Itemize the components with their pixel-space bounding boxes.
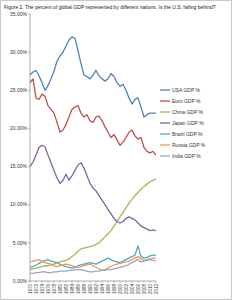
x-tick-label: 1992 — [94, 284, 99, 295]
x-tick-label: 2010 — [148, 284, 153, 295]
y-axis — [30, 14, 31, 281]
legend-swatch — [160, 100, 170, 101]
y-tick-label: 5.00% — [13, 240, 28, 246]
x-tick-label: 1990 — [88, 284, 93, 295]
x-tick-label: 2002 — [124, 284, 129, 295]
legend-label: Russia GDP % — [172, 142, 206, 148]
x-tick-label: 2000 — [118, 284, 123, 295]
legend-label: Brazil GDP % — [172, 131, 203, 137]
x-tick-label: 1988 — [82, 284, 87, 295]
x-tick-label: 2008 — [142, 284, 147, 295]
series-line — [30, 179, 156, 270]
legend-label: Euro GDP % — [172, 98, 201, 104]
y-tick-label: 30.00% — [10, 49, 28, 55]
x-tick-label: 1972 — [34, 284, 39, 295]
x-tick-label: 1974 — [40, 284, 45, 295]
x-tick-label: 2004 — [130, 284, 135, 295]
y-tick-label: 35.00% — [10, 11, 28, 17]
series-line — [30, 260, 156, 274]
y-tick-label: 25.00% — [10, 87, 28, 93]
series-line — [30, 79, 156, 155]
legend-label: China GDP % — [172, 109, 204, 115]
x-tick-label: 1976 — [46, 284, 51, 295]
x-tick-label: 2012 — [154, 284, 159, 295]
legend-swatch — [160, 111, 170, 112]
x-tick-label: 1996 — [106, 284, 111, 295]
plot-area — [30, 37, 156, 273]
x-tick-label: 1970 — [28, 284, 33, 295]
legend-swatch — [160, 155, 170, 156]
legend-label: USA GDP % — [172, 87, 201, 93]
series-line — [30, 145, 156, 230]
x-tick-label: 1994 — [100, 284, 105, 295]
legend-label: India GDP % — [172, 153, 201, 159]
x-tick-label: 1978 — [52, 284, 57, 295]
x-tick-label: 1982 — [64, 284, 69, 295]
y-tick-label: 15.00% — [10, 163, 28, 169]
x-axis — [30, 281, 156, 282]
series-line — [30, 37, 156, 117]
y-tick-label: 0.00% — [13, 278, 28, 284]
y-tick-label: 20.00% — [10, 125, 28, 131]
legend-swatch — [160, 144, 170, 145]
x-tick-label: 2006 — [136, 284, 141, 295]
legend-swatch — [160, 133, 170, 134]
x-tick-label: 1984 — [70, 284, 75, 295]
legend-swatch — [160, 122, 170, 123]
legend-label: Japan GDP % — [172, 120, 204, 126]
legend-swatch — [160, 89, 170, 90]
chart: Figure 2. The percent of global GDP repr… — [0, 0, 232, 300]
x-tick-label: 1998 — [112, 284, 117, 295]
x-tick-label: 1980 — [58, 284, 63, 295]
x-tick-label: 1986 — [76, 284, 81, 295]
title: Figure 2. The percent of global GDP repr… — [4, 4, 216, 10]
y-tick-label: 10.00% — [10, 201, 28, 207]
chart-border — [1, 1, 232, 300]
series-line — [30, 257, 156, 271]
